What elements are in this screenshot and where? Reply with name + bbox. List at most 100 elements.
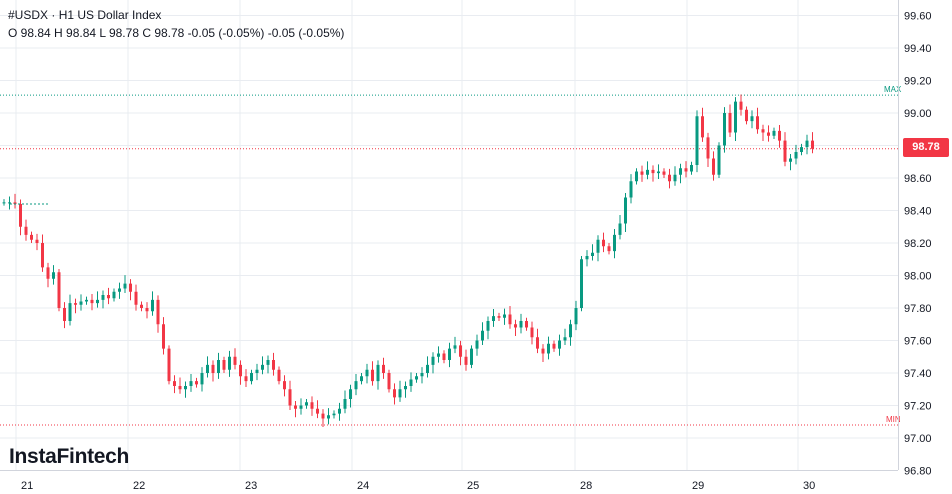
candle-body: [223, 360, 226, 370]
candle-body: [184, 386, 187, 389]
candle-body: [432, 357, 435, 365]
instafintech-logo: InstaFintech: [9, 445, 129, 469]
candle-body: [707, 137, 710, 158]
candle-body: [448, 349, 451, 360]
candle-body: [151, 300, 154, 311]
candle-body: [723, 113, 726, 146]
candle-body: [624, 198, 627, 224]
candle-body: [289, 389, 292, 405]
candle-body: [547, 344, 550, 354]
candle-body: [305, 402, 308, 405]
candle-body: [674, 175, 677, 182]
candle-body: [382, 365, 385, 373]
candle-body: [69, 303, 72, 321]
candle-body: [58, 272, 61, 308]
candle-body: [107, 295, 110, 298]
candle-body: [344, 399, 347, 409]
candle-body: [360, 376, 363, 381]
chart-header: #USDX · H1 US Dollar Index O 98.84 H 98.…: [8, 6, 344, 42]
candle-body: [481, 331, 484, 341]
candle-body: [646, 170, 649, 175]
y-tick-label: 96.80: [904, 466, 932, 478]
y-tick-label: 99.40: [904, 43, 932, 55]
candle-body: [630, 181, 633, 197]
candle-body: [239, 365, 242, 376]
candle-body: [41, 243, 44, 267]
candle-body: [366, 370, 369, 377]
candle-body: [575, 308, 578, 324]
y-tick-label: 98.40: [904, 206, 932, 218]
candle-body: [338, 409, 341, 414]
candle-body: [498, 316, 501, 318]
candle-body: [113, 292, 116, 299]
candle-body: [729, 113, 732, 133]
candle-body: [349, 389, 352, 399]
candle-body: [734, 102, 737, 133]
candle-body: [36, 240, 39, 243]
candle-body: [718, 146, 721, 175]
candle-body: [773, 131, 776, 136]
candle-body: [388, 373, 391, 389]
candle-body: [811, 141, 814, 149]
candle-body: [234, 357, 237, 365]
candle-body: [162, 324, 165, 348]
candle-body: [3, 202, 6, 203]
candle-body: [261, 365, 264, 370]
candle-body: [685, 168, 688, 171]
candle-body: [30, 235, 33, 240]
candle-body: [663, 172, 666, 175]
candle-body: [333, 414, 336, 416]
y-tick-label: 99.20: [904, 76, 932, 88]
candle-body: [283, 381, 286, 389]
candle-body: [619, 224, 622, 235]
candle-body: [135, 292, 138, 305]
candle-body: [778, 131, 781, 141]
x-tick-label: 25: [467, 480, 479, 492]
candle-body: [404, 386, 407, 389]
candle-body: [536, 337, 539, 348]
candle-body: [80, 302, 83, 305]
candle-body: [690, 165, 693, 172]
candle-body: [514, 324, 517, 327]
candle-body: [487, 321, 490, 331]
candle-body: [641, 172, 644, 175]
candle-body: [157, 300, 160, 324]
candle-body: [267, 360, 270, 365]
ohlc-readout: O 98.84 H 98.84 L 98.78 C 98.78 -0.05 (-…: [8, 24, 344, 42]
candle-body: [806, 141, 809, 148]
candle-body: [492, 316, 495, 321]
candle-body: [558, 341, 561, 349]
candle-body: [701, 116, 704, 137]
candle-body: [129, 284, 132, 292]
candle-body: [63, 308, 66, 321]
candle-body: [245, 376, 248, 381]
candle-body: [426, 365, 429, 373]
candle-body: [712, 159, 715, 175]
symbol-label[interactable]: #USDX: [8, 8, 48, 22]
candle-body: [25, 227, 28, 235]
candle-body: [327, 415, 330, 418]
candle-body: [745, 110, 748, 121]
candle-body: [124, 284, 127, 289]
candle-body: [580, 259, 583, 308]
candle-body: [569, 324, 572, 337]
candle-body: [311, 402, 314, 409]
candle-body: [531, 328, 534, 338]
candle-body: [668, 175, 671, 182]
candle-body: [564, 337, 567, 340]
candle-body: [800, 147, 803, 152]
candle-body: [465, 357, 468, 365]
candle-body: [421, 373, 424, 376]
candle-body: [542, 349, 545, 354]
candle-body: [459, 345, 462, 356]
candle-body: [437, 354, 440, 357]
candle-body: [47, 267, 50, 278]
x-tick-label: 30: [803, 480, 815, 492]
candle-body: [509, 315, 512, 325]
x-tick-label: 24: [357, 480, 369, 492]
candle-body: [613, 235, 616, 251]
candle-body: [179, 386, 182, 389]
candle-body: [454, 345, 457, 348]
x-tick-label: 29: [692, 480, 704, 492]
